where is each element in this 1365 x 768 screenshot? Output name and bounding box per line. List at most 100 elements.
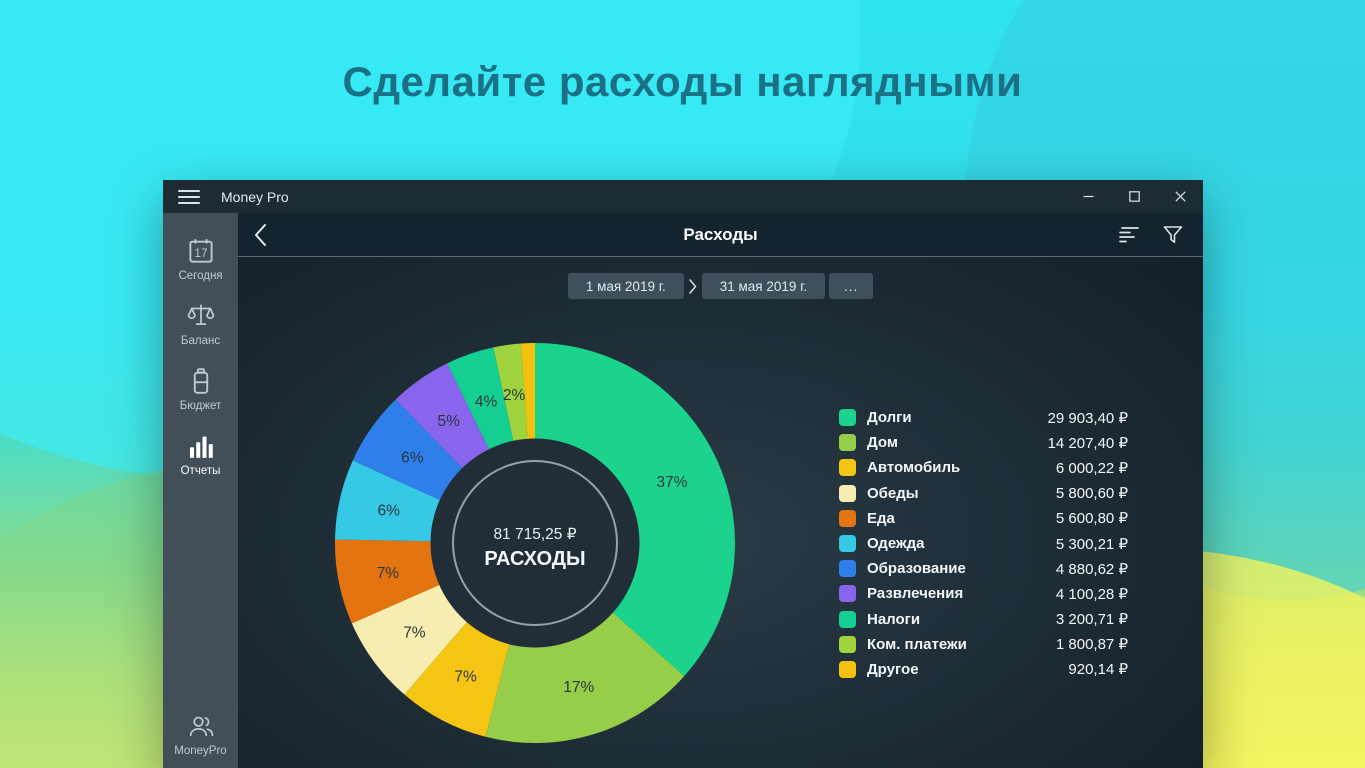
donut-total-value: 81 715,25 ₽ [493, 526, 576, 543]
scales-icon [187, 304, 214, 325]
legend-label: Еда [867, 509, 895, 527]
donut-inner-ring [452, 460, 618, 626]
legend-value: 5 600,80 ₽ [1055, 510, 1128, 528]
sidebar-item-budget[interactable]: Бюджет [163, 356, 238, 421]
window-body: 17 Сегодня Баланс [163, 213, 1203, 768]
sidebar-item-moneypro[interactable]: MoneyPro [163, 706, 238, 768]
donut-slice[interactable] [447, 347, 514, 450]
bar-chart-icon [189, 436, 213, 458]
battery-icon [193, 367, 208, 394]
legend-label: Развлечения [867, 585, 964, 603]
sidebar: 17 Сегодня Баланс [163, 213, 238, 768]
date-to-button[interactable]: 31 мая 2019 г. [701, 273, 826, 299]
donut-slices [334, 343, 735, 744]
legend-row[interactable]: Другое 920,14 ₽ [839, 657, 1128, 682]
filter-button[interactable] [1161, 223, 1185, 247]
slice-percent-label: 37% [656, 474, 687, 491]
donut-slice[interactable] [493, 343, 528, 442]
legend-row[interactable]: Одежда 5 300,21 ₽ [839, 531, 1128, 556]
donut-slice[interactable] [404, 621, 510, 737]
people-icon [189, 716, 213, 737]
donut-slice[interactable] [352, 399, 463, 501]
legend-swatch [839, 585, 856, 603]
date-from-button[interactable]: 1 мая 2019 г. [567, 273, 684, 299]
sidebar-item-label: Баланс [180, 334, 221, 347]
legend-swatch [839, 660, 856, 678]
legend-swatch [839, 509, 856, 527]
legend-swatch [839, 535, 856, 553]
sidebar-item-balance[interactable]: Баланс [163, 291, 238, 356]
legend-value: 4 880,62 ₽ [1055, 560, 1128, 578]
legend-row[interactable]: Автомобиль 6 000,22 ₽ [839, 455, 1128, 480]
legend-swatch [839, 560, 856, 578]
slice-percent-label: 4% [475, 394, 498, 411]
sidebar-item-label: MoneyPro [174, 745, 227, 757]
hamburger-menu-button[interactable] [163, 180, 215, 213]
legend-row[interactable]: Еда 5 600,80 ₽ [839, 506, 1128, 531]
slice-percent-label: 5% [437, 413, 460, 430]
close-icon [1174, 191, 1186, 202]
page-title: Расходы [683, 224, 758, 244]
donut-slice[interactable] [351, 584, 468, 695]
donut-slice[interactable] [334, 539, 440, 624]
donut-slice[interactable] [395, 363, 490, 469]
legend-label: Автомобиль [867, 459, 961, 477]
legend-swatch [839, 409, 856, 427]
donut-hole [430, 438, 640, 648]
legend-row[interactable]: Развлечения 4 100,28 ₽ [839, 581, 1128, 606]
legend-row[interactable]: Ком. платежи 1 800,87 ₽ [839, 632, 1128, 657]
donut-labels: 37% 17% 7% 7% 7% 6% 6% 5% 4% 2% [377, 387, 688, 696]
legend-value: 6 000,22 ₽ [1055, 459, 1128, 477]
legend-label: Обеды [867, 484, 919, 502]
legend-label: Налоги [867, 610, 921, 628]
hamburger-icon [178, 189, 200, 204]
sidebar-item-label: Сегодня [178, 269, 223, 282]
close-button[interactable] [1157, 180, 1203, 213]
sidebar-item-reports[interactable]: Отчеты [163, 421, 238, 486]
legend-row[interactable]: Обеды 5 800,60 ₽ [839, 481, 1128, 506]
legend-swatch [839, 610, 856, 628]
sidebar-item-label: Отчеты [180, 464, 221, 477]
maximize-button[interactable] [1111, 180, 1157, 213]
legend-label: Одежда [867, 535, 925, 553]
date-more-button[interactable]: ... [829, 273, 874, 299]
sort-button[interactable] [1117, 223, 1141, 247]
donut-slice[interactable] [535, 343, 735, 677]
sidebar-item-today[interactable]: 17 Сегодня [163, 226, 238, 291]
slice-percent-label: 6% [401, 449, 424, 466]
report-content: 1 мая 2019 г. 31 мая 2019 г. ... [238, 257, 1203, 768]
legend-swatch [839, 635, 856, 653]
back-button[interactable] [254, 223, 267, 247]
minimize-icon [1083, 195, 1093, 198]
legend-value: 3 200,71 ₽ [1055, 611, 1128, 629]
legend-swatch [839, 459, 856, 477]
legend-label: Образование [867, 560, 966, 578]
report-header: Расходы [238, 213, 1203, 257]
legend-value: 5 300,21 ₽ [1055, 535, 1128, 553]
legend-value: 920,14 ₽ [1068, 661, 1128, 679]
legend-row[interactable]: Образование 4 880,62 ₽ [839, 556, 1128, 581]
legend-row[interactable]: Дом 14 207,40 ₽ [839, 430, 1128, 455]
window-controls [1065, 180, 1203, 213]
legend-label: Ком. платежи [867, 635, 967, 653]
slice-percent-label: 7% [454, 669, 477, 686]
donut-chart: 37% 17% 7% 7% 7% 6% 6% 5% 4% 2% 81 715,25 ₽ РАСХО… [325, 333, 745, 753]
sort-bars-icon [1119, 226, 1139, 242]
slice-percent-label: 7% [377, 565, 400, 582]
donut-slice[interactable] [485, 612, 685, 744]
legend-value: 29 903,40 ₽ [1047, 409, 1128, 427]
donut-slice[interactable] [335, 460, 441, 542]
minimize-button[interactable] [1065, 180, 1111, 213]
slice-percent-label: 7% [403, 625, 426, 642]
legend-label: Другое [867, 660, 919, 678]
legend-swatch [839, 434, 856, 452]
titlebar: Money Pro [163, 180, 1203, 213]
slice-percent-label: 17% [563, 679, 594, 696]
legend-row[interactable]: Долги 29 903,40 ₽ [839, 405, 1128, 430]
sidebar-item-label: Бюджет [179, 399, 222, 412]
legend-value: 5 800,60 ₽ [1055, 485, 1128, 503]
headline: Сделайте расходы наглядными [342, 58, 1023, 105]
date-range-row: 1 мая 2019 г. 31 мая 2019 г. ... [238, 273, 1203, 299]
legend-row[interactable]: Налоги 3 200,71 ₽ [839, 607, 1128, 632]
donut-slice[interactable] [520, 343, 535, 440]
